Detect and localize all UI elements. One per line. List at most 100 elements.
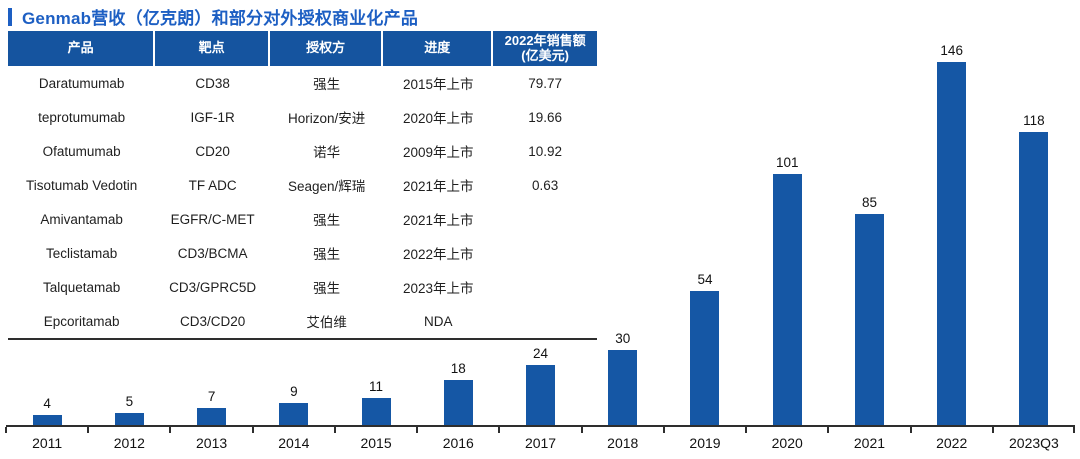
cell-product: Epcoritamab bbox=[43, 313, 120, 329]
bar-value-label: 9 bbox=[290, 384, 298, 399]
bar-value-label: 18 bbox=[450, 361, 466, 376]
bar-value-label: 7 bbox=[207, 389, 216, 404]
bar bbox=[32, 415, 62, 425]
cell-target: TF ADC bbox=[188, 177, 237, 193]
table-row: teprotumumab IGF-1R Horizon/安进 2020年上市 1… bbox=[8, 100, 597, 134]
table-row: Amivantamab EGFR/C-MET 强生 2021年上市 bbox=[8, 202, 597, 236]
bar bbox=[608, 350, 638, 425]
cell-status: 2023年上市 bbox=[402, 281, 474, 296]
table-row: Tisotumab Vedotin TF ADC Seagen/辉瑞 2021年… bbox=[8, 168, 597, 202]
cell-product: Tisotumab Vedotin bbox=[25, 177, 138, 193]
cell-licensee: 强生 bbox=[313, 247, 341, 262]
x-axis-label: 2013 bbox=[169, 427, 252, 459]
x-axis-label: 2018 bbox=[580, 427, 664, 459]
bar-group: 18 bbox=[417, 361, 499, 425]
cell-licensee: 强生 bbox=[313, 213, 341, 228]
bar-value-label: 118 bbox=[1023, 113, 1045, 128]
bar-value-label: 54 bbox=[697, 272, 713, 287]
cell-status: 2021年上市 bbox=[402, 179, 474, 194]
x-axis-label: 2020 bbox=[745, 427, 828, 459]
x-axis-label: 2012 bbox=[87, 427, 170, 459]
bar bbox=[114, 413, 144, 425]
bar-group: 7 bbox=[170, 389, 252, 425]
table-row: Epcoritamab CD3/CD20 艾伯维 NDA bbox=[8, 304, 597, 338]
x-axis-label: 2019 bbox=[662, 427, 746, 459]
x-axis-label: 2017 bbox=[498, 427, 581, 459]
bar bbox=[1019, 132, 1049, 425]
x-axis-label: 2023Q3 bbox=[991, 427, 1075, 459]
cell-sales bbox=[493, 270, 597, 304]
cell-sales bbox=[493, 304, 597, 338]
x-axis-label: 2022 bbox=[909, 427, 993, 459]
x-axis-label: 2016 bbox=[416, 427, 499, 459]
x-axis-label: 2015 bbox=[333, 427, 417, 459]
bar bbox=[854, 214, 884, 425]
bar-value-label: 101 bbox=[775, 155, 799, 170]
cell-status: 2022年上市 bbox=[402, 247, 474, 262]
x-axis-label: 2014 bbox=[251, 427, 335, 459]
bar bbox=[772, 174, 802, 425]
bar-value-label: 24 bbox=[533, 346, 549, 361]
cell-status: 2015年上市 bbox=[402, 77, 474, 92]
bar-group: 146 bbox=[911, 43, 993, 425]
x-axis-label: 2011 bbox=[4, 427, 88, 459]
table-row: Ofatumumab CD20 诺华 2009年上市 10.92 bbox=[8, 134, 597, 168]
bar-group: 11 bbox=[335, 379, 417, 425]
cell-sales bbox=[493, 202, 597, 236]
cell-target: CD3/GPRC5D bbox=[169, 279, 257, 295]
bar bbox=[526, 365, 556, 425]
cell-status: 2009年上市 bbox=[402, 145, 474, 160]
cell-target: EGFR/C-MET bbox=[170, 211, 255, 227]
chart-plot-area: 4 5 7 9 11 18 24 30 54 101 85 146 118 bbox=[6, 40, 1075, 427]
page-title: Genmab营收（亿克朗）和部分对外授权商业化产品 bbox=[22, 9, 419, 28]
column-header-2022-sales: 2022年销售额 (亿美元) bbox=[504, 32, 586, 63]
cell-sales: 10.92 bbox=[528, 143, 563, 159]
cell-target: CD3/BCMA bbox=[177, 245, 248, 261]
cell-target: CD20 bbox=[195, 143, 230, 159]
bar-group: 4 bbox=[6, 396, 88, 425]
cell-sales bbox=[493, 236, 597, 270]
column-header-status: 进度 bbox=[383, 31, 494, 66]
column-header-target: 靶点 bbox=[155, 31, 271, 66]
cell-licensee: Seagen/辉瑞 bbox=[287, 179, 366, 194]
bar bbox=[197, 408, 227, 425]
cell-sales: 79.77 bbox=[528, 75, 563, 91]
title-accent-bar bbox=[8, 7, 12, 26]
cell-product: Ofatumumab bbox=[42, 143, 121, 159]
cell-licensee: 诺华 bbox=[313, 145, 341, 160]
table-row: Talquetamab CD3/GPRC5D 强生 2023年上市 bbox=[8, 270, 597, 304]
table-row: Teclistamab CD3/BCMA 强生 2022年上市 bbox=[8, 236, 597, 270]
bar-value-label: 4 bbox=[43, 396, 51, 411]
bar-value-label: 11 bbox=[369, 379, 384, 394]
column-header-product: 产品 bbox=[8, 31, 156, 66]
bar bbox=[279, 403, 309, 425]
table-header-row: 产品 靶点 授权方 进度 2022年销售额 (亿美元) bbox=[8, 31, 597, 66]
column-header-licensee: 授权方 bbox=[270, 31, 384, 66]
table-row: Daratumumab CD38 强生 2015年上市 79.77 bbox=[8, 66, 597, 100]
cell-product: Teclistamab bbox=[45, 245, 118, 261]
cell-sales: 0.63 bbox=[532, 177, 559, 193]
cell-product: Talquetamab bbox=[42, 279, 121, 295]
revenue-bar-chart: 4 5 7 9 11 18 24 30 54 101 85 146 118 20… bbox=[4, 40, 1075, 459]
cell-product: Amivantamab bbox=[40, 211, 123, 227]
bar bbox=[937, 62, 967, 425]
bar bbox=[443, 380, 473, 425]
page-header: Genmab营收（亿克朗）和部分对外授权商业化产品 bbox=[8, 4, 418, 29]
cell-status: 2021年上市 bbox=[402, 213, 474, 228]
cell-status: 2020年上市 bbox=[402, 111, 474, 126]
bar-group: 30 bbox=[582, 331, 664, 425]
bar-group: 9 bbox=[253, 384, 335, 425]
bar-group: 5 bbox=[88, 394, 170, 425]
bar-group: 101 bbox=[746, 155, 828, 425]
cell-product: teprotumumab bbox=[38, 109, 126, 125]
bar-group: 85 bbox=[828, 195, 910, 425]
x-axis-label: 2021 bbox=[827, 427, 910, 459]
x-axis: 2011 2012 2013 2014 2015 2016 2017 2018 … bbox=[4, 427, 1075, 459]
cell-product: Daratumumab bbox=[38, 75, 125, 91]
cell-licensee: 强生 bbox=[313, 77, 341, 92]
licensed-products-table: 产品 靶点 授权方 进度 2022年销售额 (亿美元) Daratumumab … bbox=[8, 31, 597, 340]
cell-licensee: 强生 bbox=[313, 281, 341, 296]
bar-value-label: 5 bbox=[125, 394, 134, 409]
bar-value-label: 85 bbox=[861, 195, 877, 210]
cell-target: CD3/CD20 bbox=[180, 313, 246, 329]
